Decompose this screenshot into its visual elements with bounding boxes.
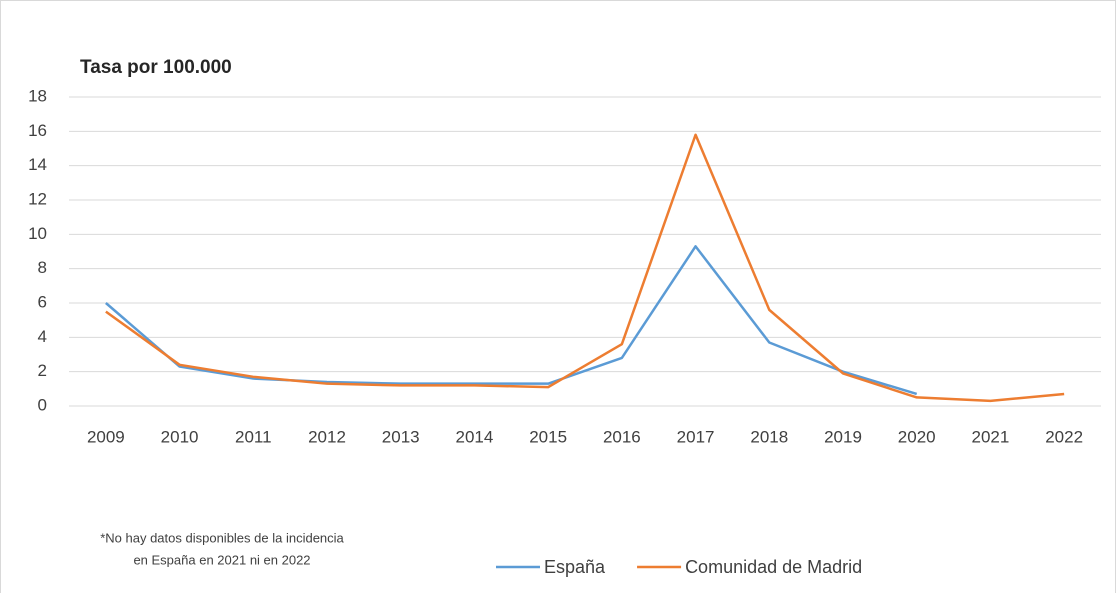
x-tick-label: 2013 xyxy=(382,427,420,446)
x-tick-label: 2017 xyxy=(677,427,715,446)
x-tick-label: 2021 xyxy=(972,427,1010,446)
x-tick-label: 2022 xyxy=(1045,427,1083,446)
y-tick-label: 6 xyxy=(38,292,47,311)
legend-label: España xyxy=(544,557,606,577)
footnote: *No hay datos disponibles de la incidenc… xyxy=(100,530,344,545)
series-line xyxy=(105,245,918,396)
y-tick-label: 4 xyxy=(38,327,47,346)
y-tick-label: 8 xyxy=(38,258,47,277)
x-tick-label: 2020 xyxy=(898,427,936,446)
x-tick-label: 2016 xyxy=(603,427,641,446)
x-tick-label: 2018 xyxy=(750,427,788,446)
x-tick-label: 2012 xyxy=(308,427,346,446)
y-tick-label: 18 xyxy=(28,86,47,105)
y-tick-label: 0 xyxy=(38,395,47,414)
y-tick-label: 16 xyxy=(28,121,47,140)
x-tick-label: 2009 xyxy=(87,427,125,446)
x-tick-label: 2014 xyxy=(456,427,494,446)
y-tick-label: 10 xyxy=(28,224,47,243)
y-tick-label: 2 xyxy=(38,361,47,380)
y-tick-label: 12 xyxy=(28,189,47,208)
legend-label: Comunidad de Madrid xyxy=(685,557,862,577)
series-line xyxy=(105,133,1065,403)
chart-title: Tasa por 100.000 xyxy=(80,57,232,78)
x-tick-label: 2010 xyxy=(161,427,199,446)
y-tick-label: 14 xyxy=(28,155,47,174)
x-tick-label: 2011 xyxy=(235,427,272,446)
x-tick-label: 2015 xyxy=(529,427,567,446)
footnote: en España en 2021 ni en 2022 xyxy=(133,552,310,567)
x-tick-label: 2019 xyxy=(824,427,862,446)
